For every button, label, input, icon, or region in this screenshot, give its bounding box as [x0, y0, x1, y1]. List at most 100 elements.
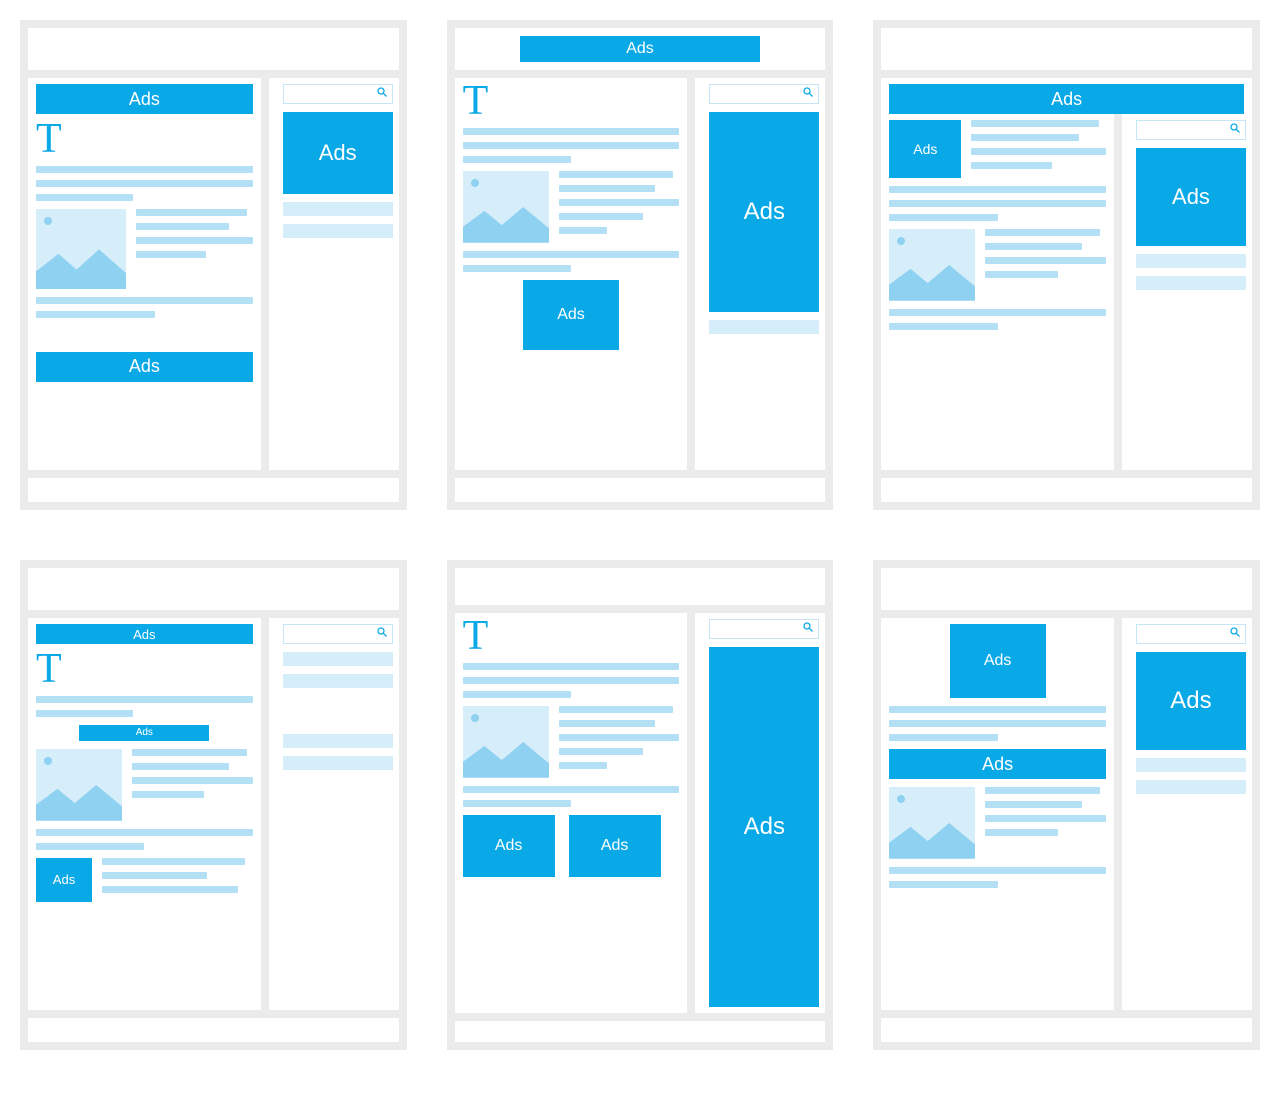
text-lines [463, 251, 680, 272]
wf-3: AdsAdsAds [873, 20, 1260, 510]
dropcap-paragraph: T [36, 122, 253, 158]
text-line [36, 696, 253, 703]
text-lines [463, 128, 680, 163]
text-line [136, 223, 229, 230]
text-line [985, 257, 1106, 264]
text-lines [136, 209, 253, 258]
sidebar-placeholder [283, 652, 393, 666]
text-line [889, 323, 997, 330]
wf-footer [455, 470, 826, 502]
text-line [889, 200, 1106, 207]
wf-body: AdsAds [881, 114, 1252, 470]
text-line [559, 706, 674, 713]
text-line [136, 209, 247, 216]
text-line [132, 791, 204, 798]
search-box[interactable] [283, 624, 393, 644]
text-line [889, 881, 997, 888]
wf-footer [455, 1013, 826, 1042]
wf-header [28, 28, 399, 78]
wf-header [881, 568, 1252, 618]
center-ad-block: Ads [889, 624, 1106, 698]
ad-placeholder: Ads [889, 120, 961, 178]
text-line [985, 815, 1106, 822]
text-line [889, 214, 997, 221]
search-box[interactable] [709, 619, 819, 639]
search-box[interactable] [1136, 624, 1246, 644]
text-line [971, 134, 1079, 141]
text-lines [102, 858, 253, 893]
text-line [132, 763, 229, 770]
ad-placeholder: Ads [889, 749, 1106, 779]
wireframe-grid: AdsTAdsAdsAdsTAdsAdsAdsAdsAdsAdsTAdsAdsT… [20, 20, 1260, 1050]
sidebar-placeholder [1136, 758, 1246, 772]
text-lines [985, 229, 1106, 278]
text-lines [889, 309, 1106, 330]
ad-placeholder: Ads [36, 858, 92, 902]
wf-footer [28, 470, 399, 502]
image-placeholder [36, 209, 126, 289]
ad-placeholder: Ads [463, 815, 555, 877]
search-icon [376, 85, 388, 103]
sidebar-placeholder [1136, 276, 1246, 290]
text-line [559, 213, 643, 220]
wf-body: AdsTAdsAds [28, 618, 399, 1010]
search-icon [376, 625, 388, 643]
image-placeholder [889, 229, 975, 301]
sidebar-placeholder [1136, 254, 1246, 268]
ad-placeholder: Ads [569, 815, 661, 877]
text-line [36, 297, 253, 304]
text-line [889, 720, 1106, 727]
text-lines [971, 120, 1106, 169]
text-line [889, 734, 997, 741]
ad-pair: AdsAds [463, 815, 680, 877]
text-line [463, 142, 680, 149]
wf-main: AdsTAds [28, 78, 269, 470]
image-with-text [36, 749, 253, 821]
text-lines [463, 663, 680, 698]
wf-body: AdsAdsAds [881, 618, 1252, 1010]
search-icon [802, 85, 814, 103]
text-line [463, 128, 680, 135]
wf-main: AdsTAdsAds [28, 618, 269, 1010]
text-lines [889, 706, 1106, 741]
sidebar-placeholder [283, 734, 393, 748]
text-lines [559, 171, 680, 234]
wf-footer [28, 1010, 399, 1042]
ad-placeholder: Ads [36, 84, 253, 114]
search-box[interactable] [1136, 120, 1246, 140]
text-line [559, 734, 680, 741]
wf-main: Ads [881, 114, 1122, 470]
wf-body: TAdsAds [455, 78, 826, 470]
dropcap-paragraph: T [463, 84, 680, 120]
ad-placeholder: Ads [950, 624, 1046, 698]
image-placeholder [36, 749, 122, 821]
text-line [463, 677, 680, 684]
sidebar-placeholder [709, 320, 819, 334]
text-line [136, 237, 253, 244]
wf-header: Ads [455, 28, 826, 78]
text-line [559, 748, 643, 755]
text-line [36, 843, 144, 850]
search-box[interactable] [283, 84, 393, 104]
text-line [136, 251, 206, 258]
dropcap-letter: T [463, 619, 489, 655]
text-line [985, 829, 1057, 836]
text-line [36, 166, 253, 173]
text-line [463, 786, 680, 793]
text-line [559, 185, 656, 192]
ad-with-text: Ads [36, 858, 253, 902]
text-line [889, 186, 1106, 193]
wf-main: Ads Ads [881, 618, 1122, 1010]
wf-sidebar [277, 618, 399, 1010]
image-with-text [889, 229, 1106, 301]
text-lines [985, 787, 1106, 836]
ad-placeholder: Ads [709, 112, 819, 312]
text-lines [132, 749, 253, 798]
ad-placeholder: Ads [520, 36, 760, 62]
text-line [559, 762, 607, 769]
text-line [985, 801, 1082, 808]
text-line [36, 829, 253, 836]
text-lines [889, 186, 1106, 221]
search-box[interactable] [709, 84, 819, 104]
search-icon [802, 620, 814, 638]
